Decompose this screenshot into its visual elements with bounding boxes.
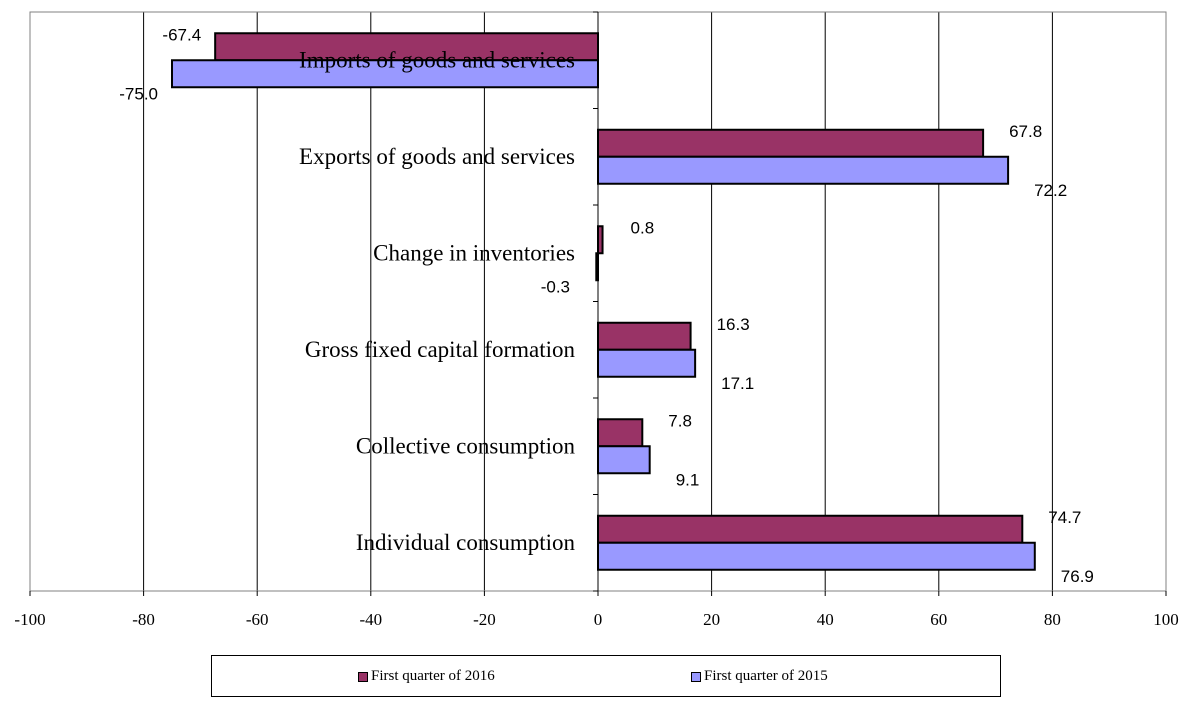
bar (597, 128, 985, 158)
data-label: 76.9 (1061, 567, 1094, 586)
x-tick-label: -100 (14, 610, 45, 629)
bar (214, 32, 599, 62)
bar (597, 514, 1024, 544)
bar (171, 59, 599, 89)
x-tick-label: 0 (594, 610, 603, 629)
x-tick-label: 20 (703, 610, 720, 629)
x-tick-label: 100 (1153, 610, 1179, 629)
legend-label-2015: First quarter of 2015 (704, 668, 828, 684)
x-tick-label: 40 (817, 610, 834, 629)
x-tick-label: -80 (132, 610, 155, 629)
category-label: Individual consumption (356, 530, 576, 555)
data-label: -0.3 (541, 277, 570, 296)
data-label: 67.8 (1009, 122, 1042, 141)
x-tick-label: -60 (246, 610, 269, 629)
category-label: Gross fixed capital formation (305, 337, 576, 362)
legend-item-2016: First quarter of 2016 (358, 668, 495, 685)
legend: First quarter of 2016 First quarter of 2… (211, 655, 1001, 697)
category-label: Exports of goods and services (299, 144, 575, 169)
legend-label-2016: First quarter of 2016 (371, 668, 495, 684)
data-label: 9.1 (676, 470, 700, 489)
x-tick-label: 60 (930, 610, 947, 629)
legend-item-2015: First quarter of 2015 (691, 668, 828, 685)
bar (597, 418, 644, 448)
bar (597, 541, 1036, 571)
bar (597, 445, 651, 475)
x-tick-label: -40 (359, 610, 382, 629)
bar (597, 225, 604, 255)
data-label: 16.3 (717, 315, 750, 334)
data-label: 72.2 (1034, 181, 1067, 200)
x-tick-label: 80 (1044, 610, 1061, 629)
category-label: Change in inventories (373, 240, 575, 265)
category-label: Imports of goods and services (299, 47, 575, 72)
category-label: Collective consumption (356, 433, 576, 458)
data-label: -67.4 (162, 25, 201, 44)
bar (597, 321, 692, 351)
legend-swatch-2016 (358, 671, 368, 682)
data-label: 74.7 (1048, 508, 1081, 527)
bar (597, 348, 697, 378)
legend-swatch-2015 (691, 671, 701, 682)
data-label: 0.8 (631, 218, 655, 237)
x-tick-label: -20 (473, 610, 496, 629)
bar (597, 155, 1010, 185)
data-label: 7.8 (668, 411, 692, 430)
data-label: -75.0 (119, 84, 158, 103)
data-label: 17.1 (721, 374, 754, 393)
